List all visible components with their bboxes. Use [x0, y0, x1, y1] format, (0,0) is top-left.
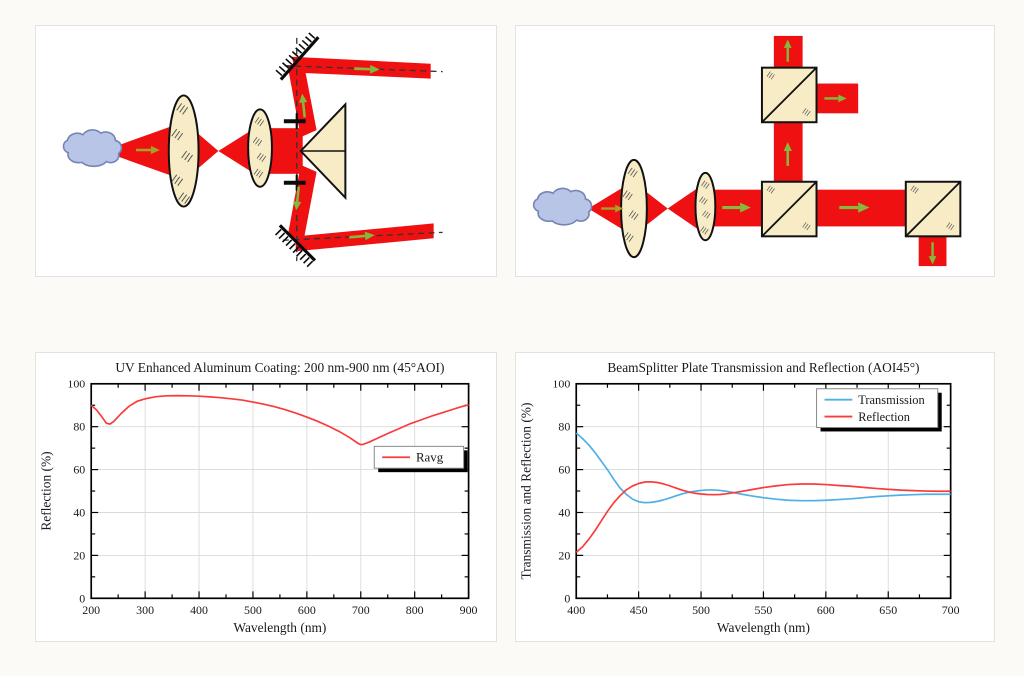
condenser-lens	[167, 94, 200, 208]
svg-text:0: 0	[79, 591, 85, 605]
panel-biprism-diagram	[35, 25, 497, 277]
light-source-cloud-icon	[62, 129, 123, 168]
svg-text:300: 300	[136, 603, 154, 617]
optical-axis-dashes	[282, 37, 443, 262]
svg-text:Wavelength (nm): Wavelength (nm)	[717, 620, 810, 635]
fold-mirror-bottom	[274, 224, 317, 269]
fold-mirror-top	[275, 29, 320, 81]
svg-text:Reflection (%): Reflection (%)	[38, 451, 53, 530]
condenser-lens	[620, 158, 648, 259]
svg-text:550: 550	[755, 603, 773, 617]
svg-text:600: 600	[817, 603, 835, 617]
svg-text:650: 650	[879, 603, 897, 617]
svg-text:700: 700	[942, 603, 960, 617]
svg-text:80: 80	[558, 420, 570, 434]
beamsplitter-cube-1	[760, 180, 818, 238]
svg-text:100: 100	[552, 377, 570, 391]
svg-text:40: 40	[558, 505, 570, 519]
panel-beamsplitter-diagram	[515, 25, 995, 277]
svg-text:900: 900	[460, 603, 478, 617]
svg-text:Transmission: Transmission	[858, 393, 925, 407]
svg-text:UV Enhanced Aluminum Coating:: UV Enhanced Aluminum Coating: 200 nm-900…	[115, 360, 444, 375]
svg-text:500: 500	[692, 603, 710, 617]
chart-uv-aluminum-coating: 200 300 400 500 600 700 800 900 0 20 40 60 80 100 UV E…	[38, 360, 478, 635]
svg-text:100: 100	[67, 377, 85, 391]
collimating-lens	[694, 171, 717, 242]
svg-text:200: 200	[82, 603, 100, 617]
svg-text:450: 450	[630, 603, 648, 617]
svg-text:800: 800	[406, 603, 424, 617]
svg-text:Wavelength (nm): Wavelength (nm)	[233, 620, 326, 635]
collimating-lens	[247, 108, 273, 188]
aperture-stops	[283, 113, 306, 191]
svg-text:80: 80	[73, 420, 85, 434]
svg-text:0: 0	[564, 591, 570, 605]
svg-text:700: 700	[352, 603, 370, 617]
svg-text:Reflection: Reflection	[858, 410, 910, 424]
beamsplitter-cube-2	[760, 66, 818, 124]
svg-text:600: 600	[298, 603, 316, 617]
panel-chart-beamsplitter: 400 450 500 550 600 650 700 0 20 40 60 80 100 BeamSpl…	[515, 352, 995, 642]
svg-text:60: 60	[73, 463, 85, 477]
beamsplitter-diagram	[532, 35, 962, 267]
svg-text:Transmission and Reflection (%: Transmission and Reflection (%)	[519, 403, 534, 580]
biprism-diagram	[62, 29, 443, 269]
svg-text:60: 60	[558, 463, 570, 477]
beamsplitter-cube-3	[904, 180, 962, 238]
svg-text:BeamSplitter Plate Transmissio: BeamSplitter Plate Transmission and Refl…	[607, 360, 919, 375]
svg-text:40: 40	[73, 505, 85, 519]
svg-text:Ravg: Ravg	[416, 450, 444, 465]
biprism	[299, 101, 347, 201]
panel-chart-uv-coating: 200 300 400 500 600 700 800 900 0 20 40 60 80 100 UV E…	[35, 352, 497, 642]
svg-text:400: 400	[190, 603, 208, 617]
svg-text:500: 500	[244, 603, 262, 617]
light-source-cloud-icon	[532, 187, 593, 226]
svg-text:20: 20	[73, 548, 85, 562]
svg-text:400: 400	[567, 603, 585, 617]
chart-beamsplitter-plate: 400 450 500 550 600 650 700 0 20 40 60 80 100 BeamSpl…	[519, 360, 960, 635]
svg-text:20: 20	[558, 548, 570, 562]
